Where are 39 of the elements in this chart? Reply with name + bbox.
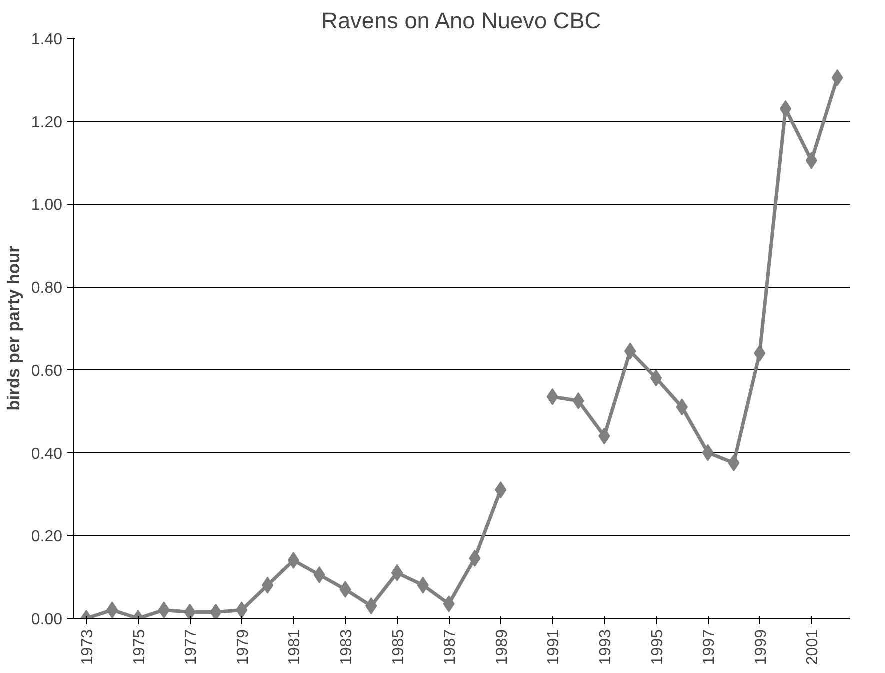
point — [314, 566, 326, 584]
x-tick-label: 1993 — [597, 629, 614, 666]
point — [158, 602, 170, 618]
y-tick-label: 0.20 — [31, 528, 63, 546]
x-tick-label: 1981 — [286, 629, 304, 666]
y-tick-label: 1.40 — [31, 32, 63, 48]
point — [340, 581, 352, 598]
y-tick-label: 0.40 — [31, 446, 63, 463]
point — [780, 100, 792, 118]
x-tick-label: 1997 — [701, 629, 718, 666]
x-tick-label: 1979 — [234, 629, 252, 666]
x-tick-label: 1985 — [390, 629, 408, 666]
x-tick-label: 1995 — [649, 629, 666, 666]
x-tick-label: 2001 — [804, 629, 822, 666]
x-tick-label: 1989 — [494, 629, 511, 666]
y-tick-label: 1.00 — [31, 197, 63, 214]
point — [262, 576, 274, 594]
y-tick-label: 0.80 — [31, 280, 63, 298]
x-tick-label: 1975 — [131, 629, 148, 666]
x-tick-label: 1983 — [338, 629, 356, 666]
point — [572, 392, 584, 410]
y-tick-label: 0.60 — [31, 362, 63, 380]
point — [236, 602, 248, 618]
x-tick-label: 1999 — [752, 629, 770, 666]
point — [391, 564, 404, 582]
x-tick-label: 1973 — [79, 629, 96, 666]
point — [184, 604, 196, 618]
x-tick-label: 1991 — [546, 629, 563, 666]
point — [288, 552, 300, 569]
chart-title: Ravens on Ano Nuevo CBC — [322, 8, 602, 34]
point — [443, 596, 455, 612]
y-axis-title: birds per party hour — [3, 246, 24, 411]
y-tick-label: 1.20 — [31, 114, 63, 132]
x-tick-label: 1977 — [183, 629, 200, 666]
point — [650, 370, 662, 387]
y-tick-label: 0.00 — [31, 612, 63, 628]
point — [106, 602, 118, 618]
point — [210, 604, 222, 618]
x-tick-label: 1987 — [442, 629, 460, 666]
